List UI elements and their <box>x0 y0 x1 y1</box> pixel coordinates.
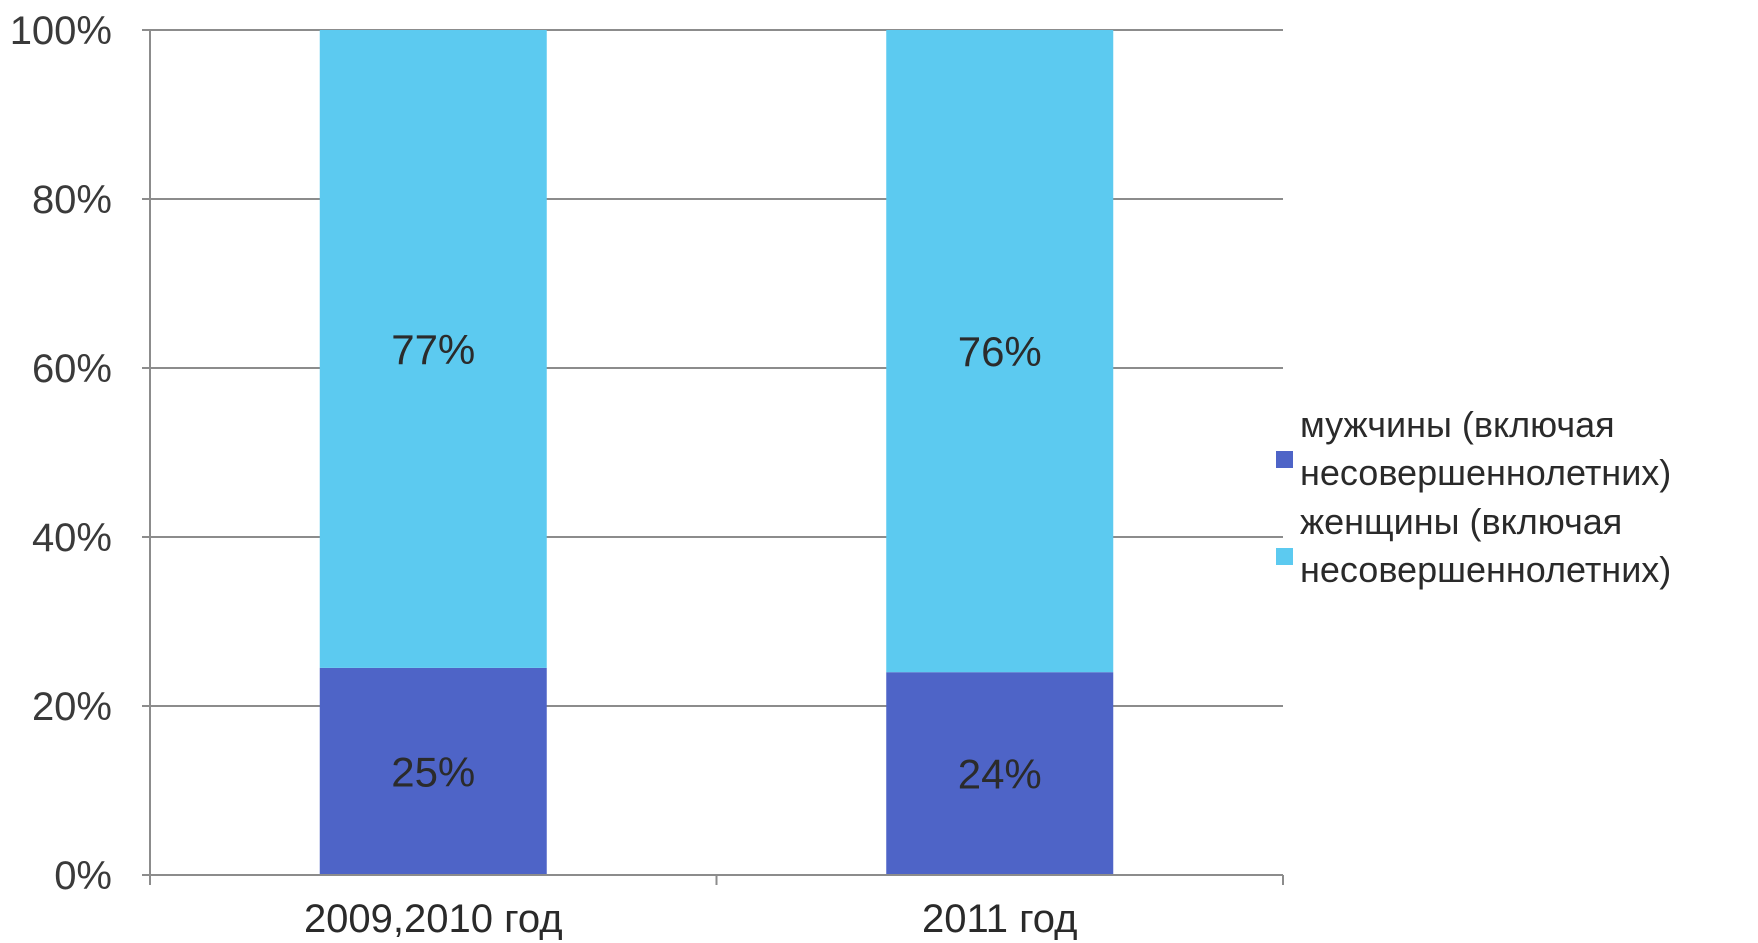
y-tick-label: 20% <box>32 685 112 729</box>
legend-label: женщины (включая <box>1300 501 1622 542</box>
y-tick-label: 0% <box>54 854 112 898</box>
data-label: 24% <box>958 751 1042 798</box>
x-axis-ticks: 2009,2010 год 2011 год <box>304 897 1078 941</box>
data-label: 25% <box>391 748 475 795</box>
legend-label: мужчины (включая <box>1300 404 1615 445</box>
bar-segment <box>319 667 547 875</box>
bar-segment <box>319 30 547 668</box>
axes <box>149 30 1284 885</box>
bar-segment <box>886 30 1114 673</box>
y-axis-ticks: 0% 20% 40% 60% 80% 100% <box>10 9 150 898</box>
y-tick-label: 60% <box>32 347 112 391</box>
bars <box>319 30 1114 875</box>
data-label: 76% <box>958 328 1042 375</box>
legend-label: несовершеннолетних) <box>1300 452 1671 493</box>
legend-swatch <box>1276 451 1293 468</box>
legend-label: несовершеннолетних) <box>1300 549 1671 590</box>
x-tick-label: 2009,2010 год <box>304 897 563 941</box>
y-tick-label: 40% <box>32 516 112 560</box>
y-tick-label: 100% <box>10 9 112 53</box>
data-label: 77% <box>391 326 475 373</box>
data-labels: 25% 77% 24% 76% <box>391 326 1042 798</box>
x-tick-label: 2011 год <box>922 897 1078 941</box>
y-tick-label: 80% <box>32 178 112 222</box>
bar-segment <box>886 672 1114 875</box>
legend: мужчины (включая несовершеннолетних) женщи… <box>1276 404 1671 590</box>
legend-swatch <box>1276 548 1293 565</box>
